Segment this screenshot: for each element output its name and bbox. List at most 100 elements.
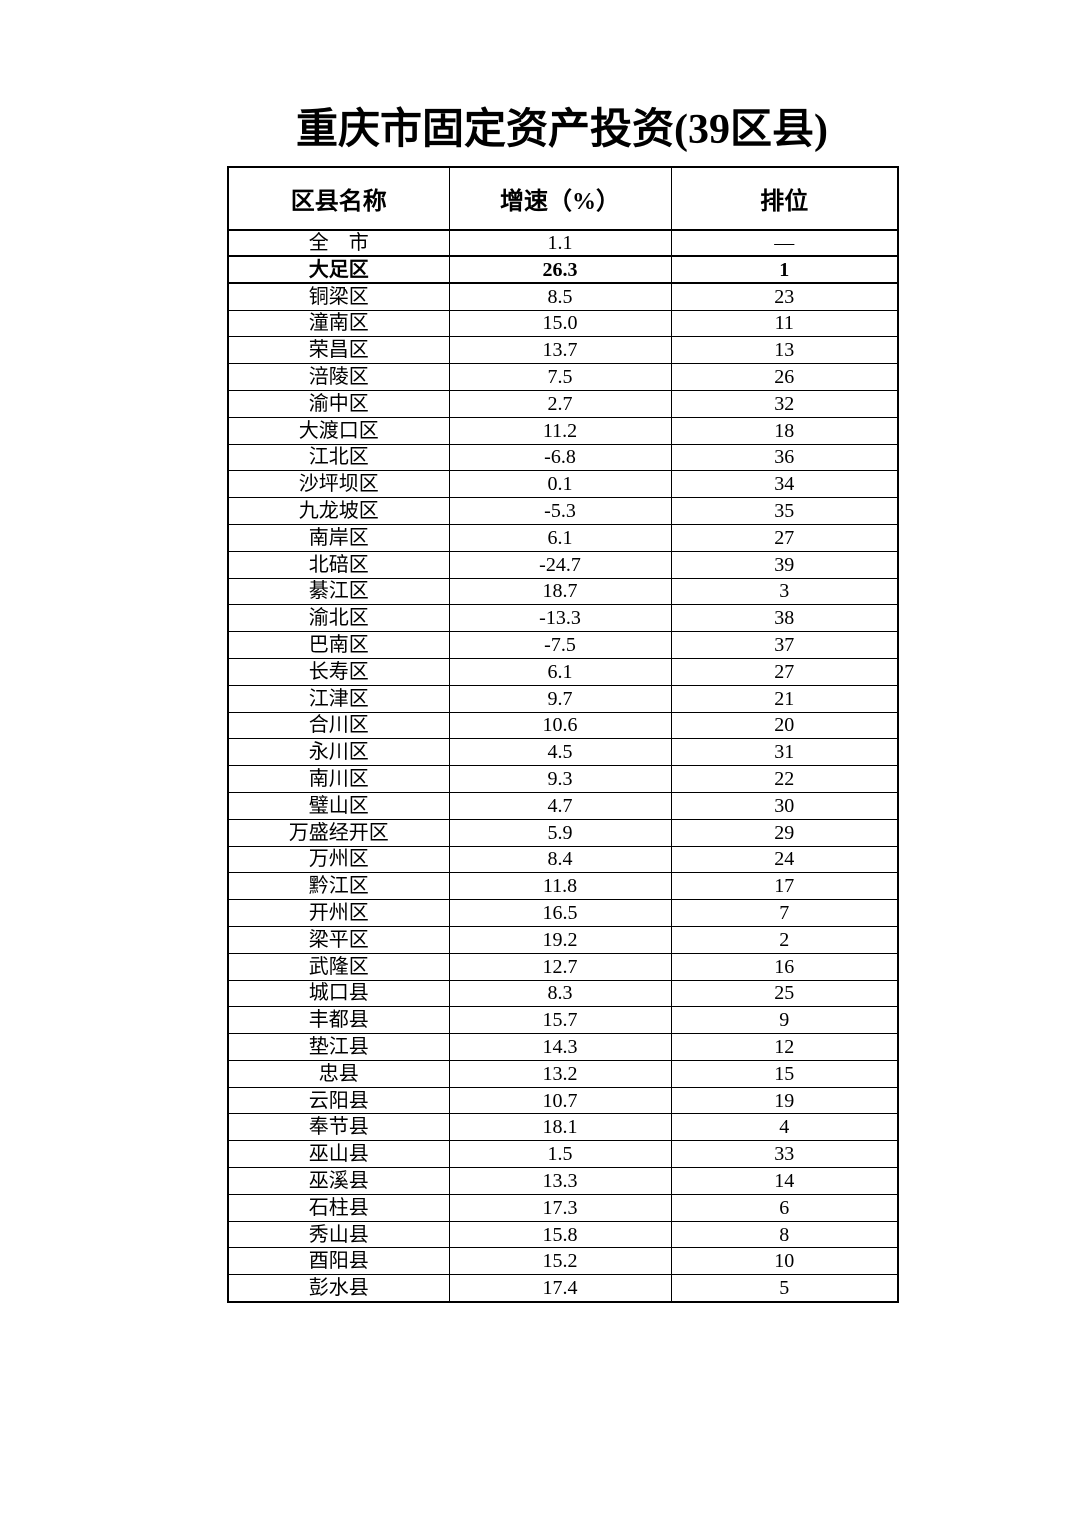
district-name-cell: 北碚区 <box>227 550 450 579</box>
table-row: 垫江县 14.3 12 <box>227 1033 899 1061</box>
table-row: 南川区 9.3 22 <box>227 765 899 793</box>
table-row: 酉阳县 15.2 10 <box>227 1247 899 1276</box>
rank-cell: 15 <box>670 1059 899 1088</box>
district-name-cell: 江北区 <box>227 443 450 472</box>
district-name-cell: 垫江县 <box>227 1033 450 1061</box>
growth-cell: 19.2 <box>448 925 672 954</box>
table-row: 荣昌区 13.7 13 <box>227 336 899 365</box>
district-name-cell: 南岸区 <box>227 523 450 552</box>
growth-cell: -24.7 <box>448 550 672 579</box>
growth-cell: 2.7 <box>448 389 672 418</box>
district-name-cell: 渝北区 <box>227 604 450 633</box>
rank-cell: 17 <box>670 872 899 901</box>
document-page: 重庆市固定资产投资(39区县) 区县名称 增速（%） 排位 全 市 1.1— 大足区… <box>227 0 899 1303</box>
rank-cell: 37 <box>670 631 899 659</box>
district-name-cell: 城口县 <box>227 979 450 1008</box>
rank-cell: 16 <box>670 952 899 981</box>
growth-cell: 12.7 <box>448 952 672 981</box>
header-district-name: 区县名称 <box>227 166 450 231</box>
district-name-cell: 奉节县 <box>227 1113 450 1142</box>
growth-cell: 8.4 <box>448 845 672 874</box>
district-name-cell: 酉阳县 <box>227 1247 450 1276</box>
header-growth-rate: 增速（%） <box>448 166 672 231</box>
growth-cell: 9.3 <box>448 765 672 793</box>
growth-cell: 6.1 <box>448 523 672 552</box>
growth-cell: 16.5 <box>448 899 672 927</box>
table-row: 铜梁区 8.5 23 <box>227 282 899 311</box>
district-name-cell: 涪陵区 <box>227 363 450 391</box>
rank-cell: 27 <box>670 523 899 552</box>
table-row: 丰都县 15.7 9 <box>227 1006 899 1035</box>
district-name-cell: 武隆区 <box>227 952 450 981</box>
growth-cell: 9.7 <box>448 684 672 713</box>
table-row: 巫山县 1.5 33 <box>227 1140 899 1169</box>
rank-cell: 34 <box>670 470 899 499</box>
district-name-cell: 潼南区 <box>227 309 450 338</box>
table-row: 江北区 -6.8 36 <box>227 443 899 472</box>
district-name-cell: 綦江区 <box>227 577 450 606</box>
rank-cell: 22 <box>670 765 899 793</box>
table-row: 涪陵区 7.5 26 <box>227 363 899 391</box>
rank-cell: 12 <box>670 1033 899 1061</box>
rank-cell: 5 <box>670 1274 899 1303</box>
table-row: 沙坪坝区 0.1 34 <box>227 470 899 499</box>
district-name-cell: 永川区 <box>227 738 450 767</box>
growth-cell: 8.3 <box>448 979 672 1008</box>
growth-cell: 8.5 <box>448 282 672 311</box>
district-name-cell: 巫溪县 <box>227 1167 450 1195</box>
growth-cell: 18.7 <box>448 577 672 606</box>
table-row: 巫溪县 13.3 14 <box>227 1167 899 1195</box>
rank-cell: 36 <box>670 443 899 472</box>
table-row: 彭水县 17.4 5 <box>227 1274 899 1303</box>
district-name-cell: 大渡口区 <box>227 416 450 445</box>
table-row: 巴南区 -7.5 37 <box>227 631 899 659</box>
district-name-cell: 荣昌区 <box>227 336 450 365</box>
district-name-cell: 璧山区 <box>227 791 450 820</box>
table-row: 璧山区 4.7 30 <box>227 791 899 820</box>
rank-cell: 9 <box>670 1006 899 1035</box>
district-name-cell: 合川区 <box>227 711 450 740</box>
growth-cell: 0.1 <box>448 470 672 499</box>
district-name-cell: 彭水县 <box>227 1274 450 1303</box>
table-header: 区县名称 增速（%） 排位 <box>227 166 899 231</box>
growth-cell: 26.3 <box>448 255 672 285</box>
district-name-cell: 长寿区 <box>227 657 450 686</box>
rank-cell: 11 <box>670 309 899 338</box>
rank-cell: 32 <box>670 389 899 418</box>
growth-cell: 17.4 <box>448 1274 672 1303</box>
growth-cell: 4.7 <box>448 791 672 820</box>
district-name-cell: 云阳县 <box>227 1086 450 1115</box>
rank-cell: 27 <box>670 657 899 686</box>
table-row: 开州区 16.5 7 <box>227 899 899 927</box>
rank-cell: — <box>670 229 899 257</box>
growth-cell: 6.1 <box>448 657 672 686</box>
table-row: 渝北区 -13.3 38 <box>227 604 899 633</box>
district-name-cell: 全 市 <box>227 229 450 257</box>
rank-cell: 24 <box>670 845 899 874</box>
district-name-cell: 忠县 <box>227 1059 450 1088</box>
table-row: 黔江区 11.8 17 <box>227 872 899 901</box>
header-row: 区县名称 增速（%） 排位 <box>227 166 899 231</box>
district-name-cell: 大足区 <box>227 255 450 285</box>
rank-cell: 20 <box>670 711 899 740</box>
table-row: 奉节县 18.1 4 <box>227 1113 899 1142</box>
table-row: 合川区 10.6 20 <box>227 711 899 740</box>
table-row: 永川区 4.5 31 <box>227 738 899 767</box>
rank-cell: 19 <box>670 1086 899 1115</box>
growth-cell: -6.8 <box>448 443 672 472</box>
table-row: 梁平区 19.2 2 <box>227 925 899 954</box>
table-row: 大渡口区 11.2 18 <box>227 416 899 445</box>
district-name-cell: 巴南区 <box>227 631 450 659</box>
rank-cell: 31 <box>670 738 899 767</box>
table-row: 秀山县 15.8 8 <box>227 1220 899 1249</box>
district-name-cell: 石柱县 <box>227 1193 450 1222</box>
district-name-cell: 开州区 <box>227 899 450 927</box>
growth-cell: 13.7 <box>448 336 672 365</box>
table-row: 万州区 8.4 24 <box>227 845 899 874</box>
growth-cell: 14.3 <box>448 1033 672 1061</box>
district-name-cell: 秀山县 <box>227 1220 450 1249</box>
rank-cell: 29 <box>670 818 899 847</box>
district-name-cell: 渝中区 <box>227 389 450 418</box>
table-row: 北碚区 -24.7 39 <box>227 550 899 579</box>
table-row: 云阳县 10.7 19 <box>227 1086 899 1115</box>
